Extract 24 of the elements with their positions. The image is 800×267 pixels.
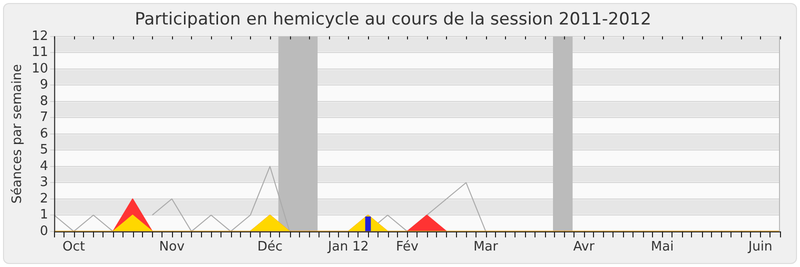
y-tick-label: 5 bbox=[40, 142, 48, 158]
y-tick-label: 9 bbox=[40, 78, 48, 93]
y-tick-label: 4 bbox=[40, 158, 48, 174]
y-axis-title: Séances par semaine bbox=[10, 64, 26, 204]
y-tick-label: 10 bbox=[32, 61, 48, 76]
y-tick-label: 1 bbox=[40, 208, 48, 223]
x-tick-label: Mar bbox=[473, 240, 499, 255]
y-tick-label: 11 bbox=[32, 45, 48, 60]
x-tick-label: Juin bbox=[747, 240, 772, 255]
y-tick-label: 7 bbox=[40, 110, 48, 126]
chart-title: Participation en hemicycle au cours de la session 2011-2012 bbox=[134, 10, 652, 30]
x-tick-label: Oct bbox=[62, 240, 85, 255]
x-tick-label: Mai bbox=[650, 240, 674, 255]
y-tick-label: 0 bbox=[40, 224, 48, 239]
x-tick-label: Avr bbox=[573, 240, 596, 255]
y-tick-label: 3 bbox=[40, 175, 48, 190]
y-tick-label: 12 bbox=[32, 28, 48, 44]
x-tick-label: Déc bbox=[257, 240, 283, 255]
y-tick-label: 6 bbox=[40, 126, 48, 142]
x-tick-label: Fév bbox=[396, 240, 419, 255]
x-tick-label: Nov bbox=[159, 240, 185, 255]
y-tick-label: 8 bbox=[40, 94, 48, 109]
x-tick-label: Jan 12 bbox=[327, 240, 369, 255]
y-tick-label: 2 bbox=[40, 191, 48, 206]
